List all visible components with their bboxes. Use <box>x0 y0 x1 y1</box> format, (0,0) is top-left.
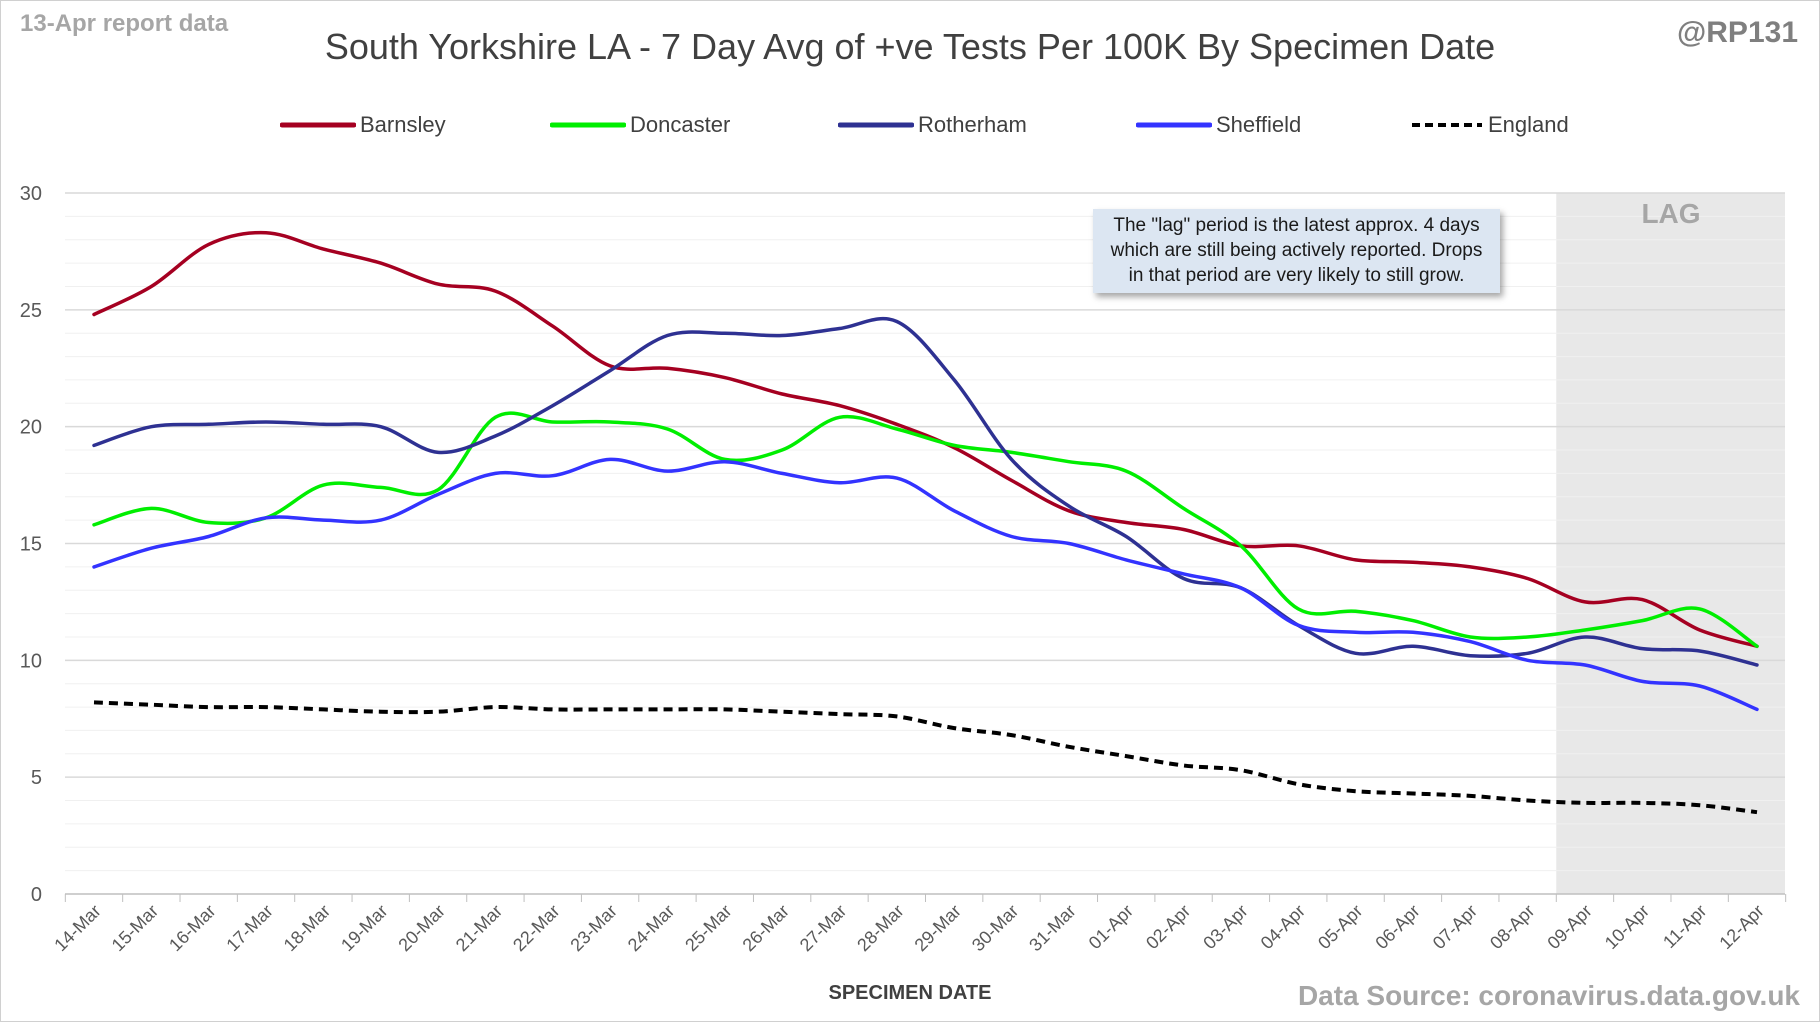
report-date-label: 13-Apr report data <box>20 10 229 37</box>
x-tick-label: 27-Mar <box>796 901 850 955</box>
y-tick-label: 10 <box>20 650 42 672</box>
chart-legend: Barnsley Doncaster Rotherham Sheffield E… <box>0 112 1820 144</box>
series-line-sheffield <box>92 457 1759 712</box>
chart-title: South Yorkshire LA - 7 Day Avg of +ve Te… <box>324 26 1496 67</box>
x-tick-label: 07-Apr <box>1429 901 1481 953</box>
legend-swatch-sheffield <box>1136 122 1212 128</box>
x-tick-label: 11-Apr <box>1659 901 1710 952</box>
x-tick-label: 12-Apr <box>1715 901 1767 953</box>
legend-item-rotherham: Rotherham <box>838 112 1027 138</box>
legend-item-england: England <box>1408 112 1569 138</box>
x-tick-label: 06-Apr <box>1371 901 1423 953</box>
x-tick-label: 15-Mar <box>108 901 162 955</box>
legend-item-sheffield: Sheffield <box>1136 112 1301 138</box>
x-tick-label: 22-Mar <box>509 901 563 955</box>
data-source-label: Data Source: coronavirus.data.gov.uk <box>1297 980 1800 1011</box>
y-tick-label: 15 <box>20 534 42 556</box>
x-tick-label: 29-Mar <box>911 901 965 955</box>
legend-label-sheffield: Sheffield <box>1216 112 1302 137</box>
x-tick-label: 01-Apr <box>1085 901 1137 953</box>
x-tick-label: 05-Apr <box>1314 901 1366 953</box>
series-line-england <box>93 700 1758 815</box>
legend-label-rotherham: Rotherham <box>918 112 1027 137</box>
x-tick-label: 25-Mar <box>681 901 735 955</box>
x-tick-label: 08-Apr <box>1486 901 1538 953</box>
x-tick-label: 09-Apr <box>1543 901 1595 953</box>
x-tick-label: 04-Apr <box>1257 901 1309 953</box>
legend-item-barnsley: Barnsley <box>280 112 446 138</box>
lag-region-label: LAG <box>1641 198 1701 229</box>
series-line-barnsley <box>92 230 1759 649</box>
legend-swatch-england <box>1412 123 1482 127</box>
x-tick-label: 30-Mar <box>968 901 1022 955</box>
legend-item-doncaster: Doncaster <box>550 112 730 138</box>
author-handle: @RP131 <box>1677 16 1798 49</box>
x-axis-title: SPECIMEN DATE <box>828 982 992 1004</box>
x-tick-label: 16-Mar <box>165 901 219 955</box>
x-tick-label: 21-Mar <box>452 901 506 955</box>
y-tick-label: 0 <box>31 884 42 906</box>
legend-swatch-rotherham <box>838 122 914 128</box>
y-tick-label: 25 <box>20 300 42 322</box>
y-tick-label: 20 <box>20 417 42 439</box>
y-tick-label: 5 <box>31 767 42 789</box>
x-tick-label: 28-Mar <box>853 901 907 955</box>
x-tick-label: 24-Mar <box>624 901 678 955</box>
x-tick-label: 14-Mar <box>50 901 104 955</box>
x-tick-label: 02-Apr <box>1142 901 1194 953</box>
y-tick-label: 30 <box>20 183 42 205</box>
x-tick-label: 20-Mar <box>394 901 448 955</box>
x-tick-label: 19-Mar <box>337 901 391 955</box>
x-tick-label: 31-Mar <box>1025 901 1079 955</box>
x-tick-label: 26-Mar <box>739 901 793 955</box>
x-tick-label: 03-Apr <box>1199 901 1251 953</box>
legend-label-barnsley: Barnsley <box>360 112 446 137</box>
x-tick-label: 23-Mar <box>566 901 620 955</box>
series-line-doncaster <box>92 411 1759 649</box>
legend-swatch-barnsley <box>280 122 356 128</box>
legend-swatch-doncaster <box>550 122 626 128</box>
legend-label-england: England <box>1488 112 1569 137</box>
legend-label-doncaster: Doncaster <box>630 112 731 137</box>
x-tick-label: 18-Mar <box>280 901 334 955</box>
series-line-rotherham <box>92 316 1759 667</box>
x-tick-label: 17-Mar <box>222 901 276 955</box>
x-tick-label: 10-Apr <box>1601 901 1653 953</box>
lag-annotation-note: The "lag" period is the latest approx. 4… <box>1093 209 1500 293</box>
